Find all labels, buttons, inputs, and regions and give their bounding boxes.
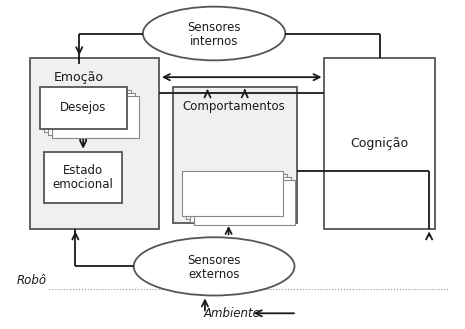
Text: Ambiente: Ambiente [204, 307, 261, 320]
Text: Emoção: Emoção [53, 71, 103, 84]
Text: Comportamentos: Comportamentos [182, 100, 285, 113]
Bar [190, 177, 291, 222]
Bar [194, 180, 295, 225]
Text: emocional: emocional [53, 178, 113, 191]
Bar [40, 87, 127, 129]
Bar [44, 152, 122, 203]
Text: Estado: Estado [63, 164, 103, 177]
Text: Sensores: Sensores [187, 254, 241, 267]
Bar [48, 93, 135, 135]
Text: Sensores: Sensores [187, 21, 241, 34]
Text: externos: externos [188, 268, 240, 281]
Bar [52, 96, 139, 138]
Bar [44, 90, 131, 132]
Text: Desejos: Desejos [60, 101, 106, 114]
Bar [173, 87, 297, 223]
Ellipse shape [134, 237, 294, 295]
Bar [186, 174, 287, 219]
Bar [325, 58, 435, 229]
Bar [182, 171, 283, 216]
Text: Cognição: Cognição [351, 137, 409, 150]
Ellipse shape [143, 7, 286, 60]
Text: internos: internos [190, 35, 238, 48]
Bar [30, 58, 159, 229]
Text: Robô: Robô [17, 274, 46, 288]
